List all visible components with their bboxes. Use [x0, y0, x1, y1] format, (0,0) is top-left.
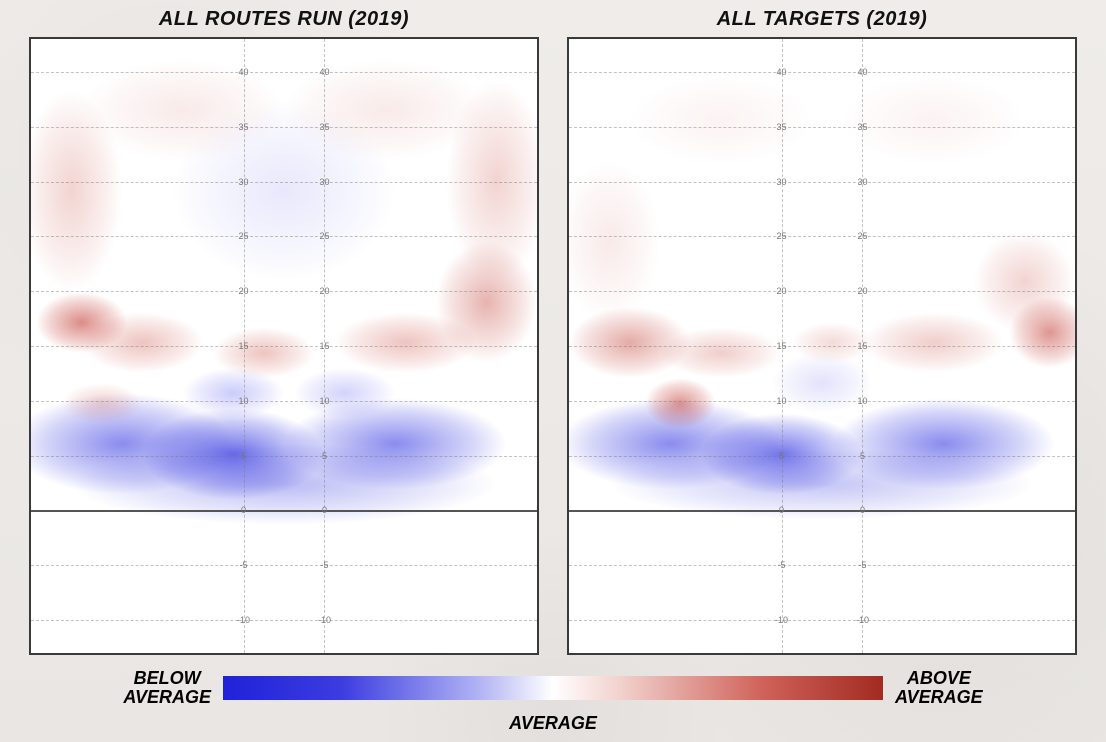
yard-label: -5 [778, 560, 786, 570]
legend-row: BELOW AVERAGE ABOVE AVERAGE [28, 669, 1078, 707]
legend-gradient-bar [223, 676, 883, 700]
panel-routes: ALL ROUTES RUN (2019) -10-10-5-500551010… [29, 8, 539, 655]
yard-label: -10 [318, 615, 331, 625]
legend-label-above: ABOVE AVERAGE [895, 669, 983, 707]
heatmap-targets [569, 39, 1075, 545]
legend-below-line2: AVERAGE [123, 688, 211, 707]
yard-label: -5 [320, 560, 328, 570]
yard-label: -5 [240, 560, 248, 570]
heatmap-routes [31, 39, 537, 545]
legend-above-line1: ABOVE [895, 669, 983, 688]
legend-below-line1: BELOW [123, 669, 211, 688]
yard-label: -5 [858, 560, 866, 570]
yard-label: -10 [856, 615, 869, 625]
panel-targets: ALL TARGETS (2019) -10-10-5-500551010151… [567, 8, 1077, 655]
panel-title-targets: ALL TARGETS (2019) [567, 8, 1077, 31]
field-chart-routes: -10-10-5-5005510101515202025253030353540… [29, 37, 539, 655]
panels-row: ALL ROUTES RUN (2019) -10-10-5-500551010… [28, 8, 1078, 655]
chart-wrap: ALL ROUTES RUN (2019) -10-10-5-500551010… [0, 0, 1106, 734]
panel-title-routes: ALL ROUTES RUN (2019) [29, 8, 539, 31]
field-chart-targets: -10-10-5-5005510101515202025253030353540… [567, 37, 1077, 655]
legend-label-below: BELOW AVERAGE [123, 669, 211, 707]
yard-label: -10 [775, 615, 788, 625]
legend-above-line2: AVERAGE [895, 688, 983, 707]
yard-label: -10 [237, 615, 250, 625]
legend-label-center: AVERAGE [28, 713, 1078, 734]
